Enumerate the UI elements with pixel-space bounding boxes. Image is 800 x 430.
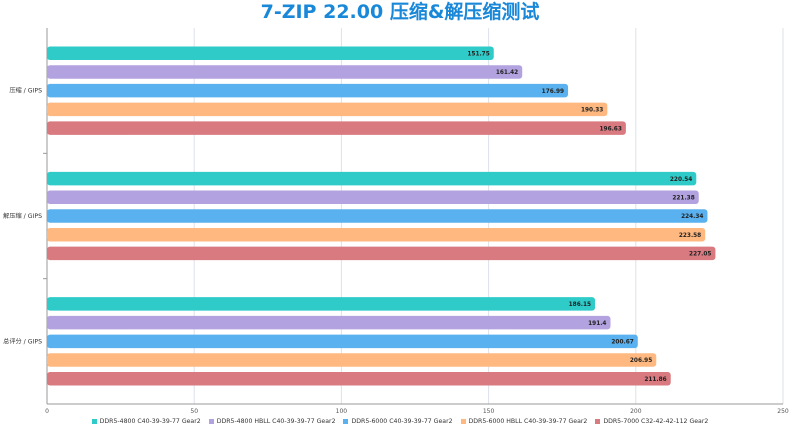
bar-value-label: 223.58 xyxy=(679,233,701,239)
category-label: 压缩 / GIPS xyxy=(9,87,42,95)
x-tick-label: 250 xyxy=(777,408,789,415)
legend-label: DDR5-7000 C32-42-42-112 Gear2 xyxy=(603,418,709,425)
bar xyxy=(47,315,611,330)
bar-value-label: 221.38 xyxy=(672,196,694,202)
chart-legend: DDR5-4800 C40-39-39-77 Gear2 DDR5-4800 H… xyxy=(0,418,800,425)
bar-value-label: 196.63 xyxy=(600,126,622,132)
bar-value-label: 186.15 xyxy=(569,302,591,308)
bar xyxy=(47,353,657,367)
chart-title: 7-ZIP 22.00 压缩&解压缩测试 xyxy=(260,1,540,23)
bar-value-label: 161.42 xyxy=(496,70,518,76)
category-label: 总评分 / GIPS xyxy=(3,337,42,345)
legend-label: DDR5-4800 C40-39-39-77 Gear2 xyxy=(99,418,201,425)
legend-swatch-3 xyxy=(343,418,349,424)
bar-value-label: 176.99 xyxy=(542,89,564,95)
bar-value-label: 191.4 xyxy=(588,321,606,327)
bar-value-label: 211.86 xyxy=(644,377,666,383)
bar xyxy=(47,171,697,186)
legend-swatch-4 xyxy=(460,418,466,424)
legend-swatch-1 xyxy=(91,418,97,424)
bar-value-label: 220.54 xyxy=(670,177,692,183)
category-label: 解压缩 / GIPS xyxy=(3,212,42,220)
bar xyxy=(47,83,569,98)
legend-item[interactable]: DDR5-4800 C40-39-39-77 Gear2 xyxy=(91,418,201,425)
bar xyxy=(47,227,706,242)
bar-value-label: 151.75 xyxy=(467,51,489,57)
legend-label: DDR5-6000 HBLL C40-39-39-77 Gear2 xyxy=(468,418,588,425)
bar-value-label: 206.95 xyxy=(630,358,652,364)
bar xyxy=(47,297,596,311)
x-tick-label: 200 xyxy=(630,408,642,415)
bar-value-label: 200.67 xyxy=(611,340,633,346)
x-tick-label: 0 xyxy=(45,408,49,415)
legend-label: DDR5-4800 HBLL C40-39-39-77 Gear2 xyxy=(216,418,336,425)
bar xyxy=(47,209,708,223)
x-tick-label: 150 xyxy=(483,408,495,415)
bar xyxy=(47,190,699,205)
bar xyxy=(47,246,716,261)
bar xyxy=(47,102,608,117)
bar-value-label: 224.34 xyxy=(681,214,703,220)
bar xyxy=(47,46,494,61)
legend-swatch-2 xyxy=(208,418,214,424)
bar-value-label: 227.05 xyxy=(689,252,711,258)
bar xyxy=(47,121,626,135)
legend-item[interactable]: DDR5-6000 HBLL C40-39-39-77 Gear2 xyxy=(460,418,588,425)
bar xyxy=(47,371,671,386)
x-tick-label: 50 xyxy=(190,408,198,415)
legend-item[interactable]: DDR5-6000 C40-39-39-77 Gear2 xyxy=(343,418,453,425)
legend-swatch-5 xyxy=(595,418,601,424)
legend-item[interactable]: DDR5-4800 HBLL C40-39-39-77 Gear2 xyxy=(208,418,336,425)
bar xyxy=(47,334,638,349)
legend-item[interactable]: DDR5-7000 C32-42-42-112 Gear2 xyxy=(595,418,708,425)
x-tick-label: 100 xyxy=(336,408,348,415)
bar-value-label: 190.33 xyxy=(581,108,603,114)
bar xyxy=(47,65,523,79)
legend-label: DDR5-6000 C40-39-39-77 Gear2 xyxy=(351,418,453,425)
